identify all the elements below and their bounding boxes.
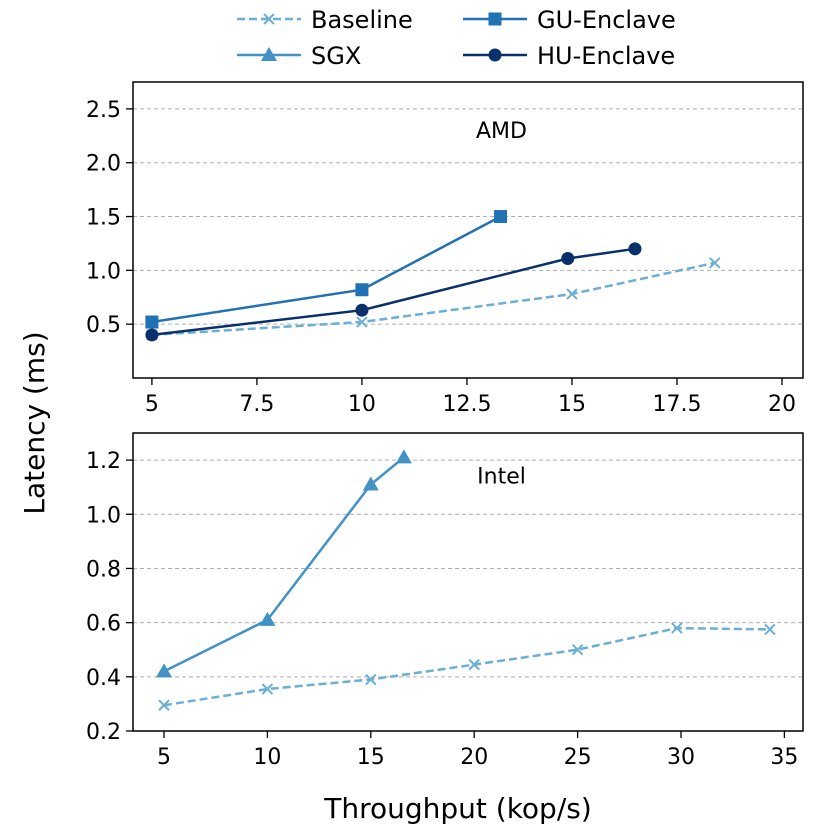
series-gu-enclave bbox=[145, 210, 508, 329]
plot-frame bbox=[132, 432, 804, 732]
legend-marker bbox=[488, 48, 502, 62]
data-point bbox=[355, 303, 369, 317]
legend-marker bbox=[263, 13, 275, 25]
x-tick-label: 20 bbox=[460, 745, 488, 770]
y-tick-label: 0.4 bbox=[86, 666, 121, 691]
series-line-sgx bbox=[163, 456, 405, 673]
series-baseline bbox=[158, 622, 776, 711]
y-tick-label: 1.2 bbox=[86, 449, 121, 474]
plot-frame bbox=[132, 81, 804, 379]
y-tick-label: 1.0 bbox=[86, 259, 121, 284]
x-axis-label: Throughput (kop/s) bbox=[323, 792, 592, 825]
legend-item-hu-enclave: HU-Enclave bbox=[463, 42, 675, 70]
legend-label: GU-Enclave bbox=[537, 6, 676, 34]
legend-marker bbox=[488, 12, 502, 26]
data-point bbox=[566, 288, 578, 300]
data-point bbox=[494, 210, 508, 224]
y-tick-label: 2.0 bbox=[86, 152, 121, 177]
x-tick-label: 7.5 bbox=[239, 392, 274, 417]
x-tick-label: 15 bbox=[558, 392, 586, 417]
legend: Baseline GU-Enclave SGX HU-Enclave bbox=[237, 6, 676, 70]
panel-annotation: AMD bbox=[476, 119, 527, 144]
data-point bbox=[365, 673, 377, 686]
legend-label: SGX bbox=[311, 42, 361, 70]
data-point bbox=[561, 252, 575, 266]
legend-marker bbox=[261, 47, 277, 61]
data-point bbox=[764, 623, 776, 636]
data-point bbox=[671, 622, 683, 634]
x-tick-label: 20 bbox=[768, 392, 796, 417]
x-tick-label: 12.5 bbox=[442, 392, 491, 417]
legend-label: HU-Enclave bbox=[537, 42, 675, 70]
data-point bbox=[709, 257, 721, 269]
panel-intel: 0.2 0.4 0.6 0.8 1.0 1.2 5 10 15 20 25 30 35 Intel bbox=[86, 432, 804, 770]
legend-item-sgx: SGX bbox=[237, 42, 361, 70]
data-point bbox=[571, 644, 584, 656]
x-tick-label: 5 bbox=[157, 745, 171, 770]
series-line-hu-enclave bbox=[151, 247, 636, 337]
x-tick-label: 10 bbox=[253, 745, 281, 770]
data-point bbox=[145, 315, 159, 329]
series-sgx bbox=[156, 449, 412, 678]
y-tick-label: 1.5 bbox=[86, 206, 121, 231]
y-tick-label: 2.5 bbox=[86, 98, 121, 123]
data-point bbox=[261, 683, 274, 695]
series-line-baseline bbox=[151, 261, 716, 337]
y-axis-label: Latency (ms) bbox=[18, 331, 51, 514]
y-tick-label: 0.8 bbox=[86, 557, 121, 582]
data-point bbox=[145, 328, 159, 342]
legend-item-baseline: Baseline bbox=[237, 6, 413, 34]
data-point bbox=[259, 611, 276, 626]
data-point bbox=[362, 476, 379, 491]
legend-label: Baseline bbox=[311, 6, 413, 34]
series-hu-enclave bbox=[145, 242, 642, 342]
data-point bbox=[156, 663, 173, 678]
data-point bbox=[468, 658, 480, 671]
data-point bbox=[628, 242, 642, 256]
legend-item-gu-enclave: GU-Enclave bbox=[463, 6, 676, 34]
panel-amd: 0.5 1.0 1.5 2.0 2.5 5 7.5 10 12.5 15 17.5 20 AMD bbox=[86, 81, 804, 417]
panel-annotation: Intel bbox=[477, 465, 526, 490]
x-tick-label: 25 bbox=[564, 745, 592, 770]
series-line-gu-enclave bbox=[151, 215, 502, 324]
x-tick-label: 30 bbox=[667, 745, 695, 770]
x-tick-label: 10 bbox=[348, 392, 376, 417]
x-tick-label: 5 bbox=[145, 392, 159, 417]
y-tick-label: 0.2 bbox=[86, 720, 121, 745]
data-point bbox=[355, 283, 369, 297]
data-point bbox=[356, 316, 368, 328]
x-tick-label: 17.5 bbox=[652, 392, 701, 417]
y-tick-label: 0.5 bbox=[86, 313, 121, 338]
data-point bbox=[395, 449, 412, 464]
x-tick-label: 35 bbox=[770, 745, 798, 770]
series-line-baseline bbox=[163, 626, 770, 707]
y-tick-label: 1.0 bbox=[86, 503, 121, 528]
data-point bbox=[158, 699, 170, 711]
x-tick-label: 15 bbox=[357, 745, 385, 770]
y-tick-label: 0.6 bbox=[86, 612, 121, 637]
